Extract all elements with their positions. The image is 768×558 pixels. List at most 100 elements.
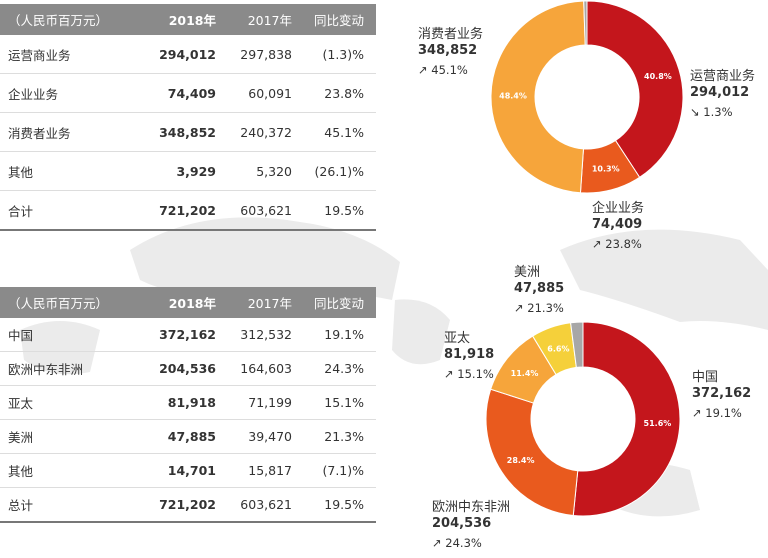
segment-value-label: 204,536 (432, 516, 491, 531)
value-2018: 721,202 (138, 190, 216, 231)
header-2017: 2017年 (216, 287, 292, 318)
header-unit: （人民币百万元） (0, 287, 138, 318)
donut-slice (485, 388, 579, 517)
header-yoy: 同比变动 (292, 287, 376, 318)
value-2018: 47,885 (138, 419, 216, 454)
segment-name-label: 欧洲中东非洲 (432, 500, 510, 515)
donut-slice (586, 0, 684, 178)
value-yoy: (7.1)% (292, 453, 376, 488)
segment-value-label: 348,852 (418, 43, 477, 58)
table-header-row: （人民币百万元） 2018年 2017年 同比变动 (0, 287, 376, 318)
segment-change-label: ↗ 15.1% (444, 367, 494, 381)
table-row: 运营商业务 294,012 297,838 (1.3)% (0, 35, 376, 74)
row-label: 总计 (0, 487, 138, 523)
value-yoy: 21.3% (292, 419, 376, 454)
value-2018: 294,012 (138, 35, 216, 74)
header-yoy: 同比变动 (292, 4, 376, 35)
table-row-total: 合计 721,202 603,621 19.5% (0, 190, 376, 231)
value-yoy: (26.1)% (292, 151, 376, 191)
row-label: 运营商业务 (0, 35, 138, 74)
table-row: 亚太 81,918 71,199 15.1% (0, 385, 376, 420)
slice-percent-label: 28.4% (507, 456, 535, 465)
value-yoy: 19.5% (292, 487, 376, 523)
slice-percent-label: 40.8% (644, 72, 672, 81)
value-2018: 74,409 (138, 73, 216, 113)
value-2017: 297,838 (216, 35, 292, 74)
value-2017: 164,603 (216, 351, 292, 386)
value-2017: 39,470 (216, 419, 292, 454)
segment-change-label: ↗ 45.1% (418, 63, 468, 77)
segment-name-label: 中国 (692, 370, 718, 385)
table-row: 欧洲中东非洲 204,536 164,603 24.3% (0, 351, 376, 386)
value-2017: 5,320 (216, 151, 292, 191)
slice-percent-label: 10.3% (592, 165, 620, 174)
value-2018: 3,929 (138, 151, 216, 191)
row-label: 合计 (0, 190, 138, 231)
segment-name-label: 亚太 (444, 331, 470, 346)
segment-change-label: ↗ 24.3% (432, 536, 482, 550)
donut-slice (490, 0, 586, 194)
header-2018: 2018年 (138, 287, 216, 318)
value-yoy: 23.8% (292, 73, 376, 113)
value-yoy: 15.1% (292, 385, 376, 420)
value-yoy: (1.3)% (292, 35, 376, 74)
row-label: 企业业务 (0, 73, 138, 113)
table-row: 企业业务 74,409 60,091 23.8% (0, 73, 376, 113)
donut-slice (572, 321, 681, 517)
value-2018: 721,202 (138, 487, 216, 523)
row-label: 美洲 (0, 419, 138, 454)
donut-slice (570, 321, 584, 368)
header-unit: （人民币百万元） (0, 4, 138, 35)
slice-percent-label: 6.6% (547, 345, 569, 354)
segment-change-label: ↗ 21.3% (514, 301, 564, 315)
value-2018: 372,162 (138, 318, 216, 352)
value-yoy: 19.1% (292, 318, 376, 352)
value-2017: 240,372 (216, 112, 292, 152)
row-label: 亚太 (0, 385, 138, 420)
segment-change-label: ↗ 19.1% (692, 406, 742, 420)
segment-change-label: ↗ 23.8% (592, 237, 642, 251)
segment-value-label: 372,162 (692, 386, 751, 401)
revenue-by-region-table: （人民币百万元） 2018年 2017年 同比变动 中国 372,162 312… (0, 287, 376, 523)
row-label: 其他 (0, 151, 138, 191)
table-row-total: 总计 721,202 603,621 19.5% (0, 487, 376, 523)
segment-name-label: 企业业务 (592, 200, 644, 216)
table-row: 其他 3,929 5,320 (26.1)% (0, 151, 376, 191)
value-2018: 204,536 (138, 351, 216, 386)
slice-percent-label: 48.4% (499, 92, 527, 101)
row-label: 其他 (0, 453, 138, 488)
header-2018: 2018年 (138, 4, 216, 35)
revenue-by-business-table: （人民币百万元） 2018年 2017年 同比变动 运营商业务 294,012 … (0, 4, 376, 231)
segment-value-label: 47,885 (514, 281, 564, 296)
value-2018: 14,701 (138, 453, 216, 488)
value-2018: 348,852 (138, 112, 216, 152)
segment-name-label: 消费者业务 (418, 26, 483, 42)
table-row: 美洲 47,885 39,470 21.3% (0, 419, 376, 454)
row-label: 欧洲中东非洲 (0, 351, 138, 386)
segment-value-label: 294,012 (690, 85, 749, 100)
value-2017: 603,621 (216, 487, 292, 523)
value-2017: 312,532 (216, 318, 292, 352)
value-2017: 15,817 (216, 453, 292, 488)
value-yoy: 45.1% (292, 112, 376, 152)
value-2017: 71,199 (216, 385, 292, 420)
table-row: 中国 372,162 312,532 19.1% (0, 318, 376, 352)
table-row: 消费者业务 348,852 240,372 45.1% (0, 112, 376, 152)
row-label: 消费者业务 (0, 112, 138, 152)
table-header-row: （人民币百万元） 2018年 2017年 同比变动 (0, 4, 376, 35)
slice-percent-label: 51.6% (644, 419, 672, 428)
value-2018: 81,918 (138, 385, 216, 420)
table-row: 其他 14,701 15,817 (7.1)% (0, 453, 376, 488)
value-2017: 60,091 (216, 73, 292, 113)
segment-name-label: 运营商业务 (690, 68, 755, 84)
donut-slice (583, 0, 588, 46)
slice-percent-label: 11.4% (511, 369, 539, 378)
segment-value-label: 74,409 (592, 217, 642, 232)
header-2017: 2017年 (216, 4, 292, 35)
segment-name-label: 美洲 (514, 265, 540, 280)
segment-change-label: ↘ 1.3% (690, 105, 733, 119)
row-label: 中国 (0, 318, 138, 352)
segment-value-label: 81,918 (444, 347, 494, 362)
value-yoy: 24.3% (292, 351, 376, 386)
